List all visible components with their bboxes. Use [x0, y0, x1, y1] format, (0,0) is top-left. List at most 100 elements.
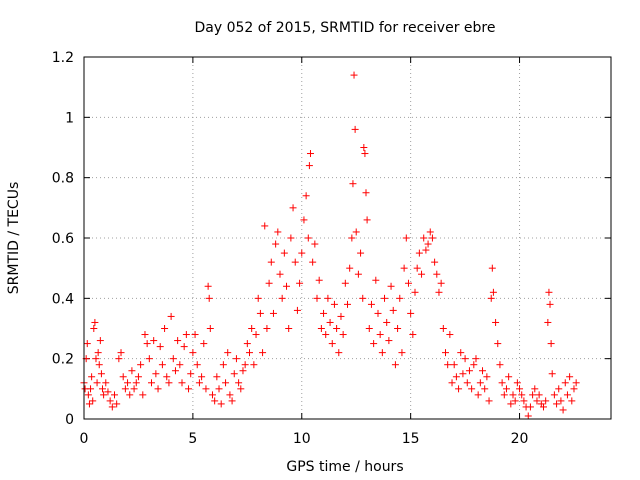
data-point [411, 288, 419, 296]
data-point [143, 340, 151, 348]
data-point [124, 379, 132, 387]
data-point [381, 294, 389, 302]
grid-lines [84, 57, 611, 419]
data-point [189, 349, 197, 357]
data-point [235, 379, 243, 387]
data-point [182, 331, 190, 339]
data-point [322, 331, 330, 339]
data-point [230, 370, 238, 378]
data-point [337, 312, 345, 320]
data-point [553, 400, 561, 408]
data-point [150, 337, 158, 345]
data-point [276, 270, 284, 278]
data-point [350, 71, 358, 79]
data-point [174, 337, 182, 345]
data-point [492, 318, 500, 326]
data-point [106, 397, 114, 405]
data-point [226, 391, 234, 399]
data-point [254, 294, 262, 302]
data-point [448, 379, 456, 387]
data-point [435, 288, 443, 296]
data-point [502, 385, 510, 393]
data-point [555, 385, 563, 393]
data-point [354, 270, 362, 278]
data-point [198, 373, 206, 381]
data-point [285, 325, 293, 332]
data-point [315, 276, 323, 284]
data-point [256, 309, 264, 317]
data-point [263, 325, 271, 332]
chart-title: Day 052 of 2015, SRMTID for receiver ebr… [195, 20, 496, 36]
data-point [545, 288, 553, 296]
data-point [346, 264, 354, 272]
data-point [121, 385, 129, 393]
y-tick-label: 0.8 [52, 171, 74, 187]
data-point [269, 309, 277, 317]
data-point [546, 300, 554, 308]
data-point [361, 150, 369, 158]
data-point [132, 379, 140, 387]
data-point [391, 361, 399, 369]
data-point [566, 373, 574, 381]
data-point [487, 294, 495, 302]
data-point [224, 349, 232, 357]
data-point [539, 403, 547, 411]
data-point [505, 373, 513, 381]
y-tick-label: 0.2 [52, 352, 74, 368]
x-tick-label: 10 [293, 431, 311, 447]
data-point [104, 388, 112, 396]
data-point [465, 367, 473, 375]
data-point [305, 162, 313, 170]
data-point [246, 349, 254, 357]
data-point [115, 355, 123, 363]
data-point [488, 264, 496, 272]
data-point [533, 397, 541, 405]
x-axis-label: GPS time / hours [286, 459, 403, 475]
data-point [102, 379, 110, 387]
data-point [378, 349, 386, 357]
data-point [117, 349, 125, 357]
data-point [424, 240, 432, 248]
data-point [217, 400, 225, 408]
data-point [365, 325, 373, 332]
data-point [568, 397, 576, 405]
data-point [444, 361, 452, 369]
data-point [544, 318, 552, 326]
data-point [529, 391, 537, 399]
data-point [95, 361, 103, 369]
y-tick-label: 1.2 [52, 50, 74, 66]
data-point [339, 331, 347, 339]
data-point [302, 192, 310, 200]
data-point [91, 318, 99, 326]
data-point [228, 397, 236, 405]
data-point [398, 349, 406, 357]
data-point [309, 258, 317, 266]
data-point [139, 391, 147, 399]
data-point [407, 309, 415, 317]
data-point [205, 294, 213, 302]
data-point [252, 331, 260, 339]
data-point [200, 340, 208, 348]
y-tick-label: 0.4 [52, 291, 74, 307]
data-point [474, 391, 482, 399]
y-tick-label: 1 [65, 110, 74, 126]
x-tick-label: 0 [80, 431, 89, 447]
data-point [202, 385, 210, 393]
data-point [374, 309, 382, 317]
data-point [413, 264, 421, 272]
data-point [154, 385, 162, 393]
data-point [265, 279, 273, 287]
data-point [513, 379, 521, 387]
data-point [476, 379, 484, 387]
data-point [344, 300, 351, 308]
data-point [526, 403, 534, 411]
data-point [452, 373, 460, 381]
data-point [176, 361, 184, 369]
data-point [90, 325, 98, 332]
data-point [130, 385, 138, 393]
data-point [357, 249, 365, 257]
data-point [215, 385, 223, 393]
data-point [167, 312, 175, 320]
data-point [311, 240, 319, 248]
data-point [335, 349, 343, 357]
